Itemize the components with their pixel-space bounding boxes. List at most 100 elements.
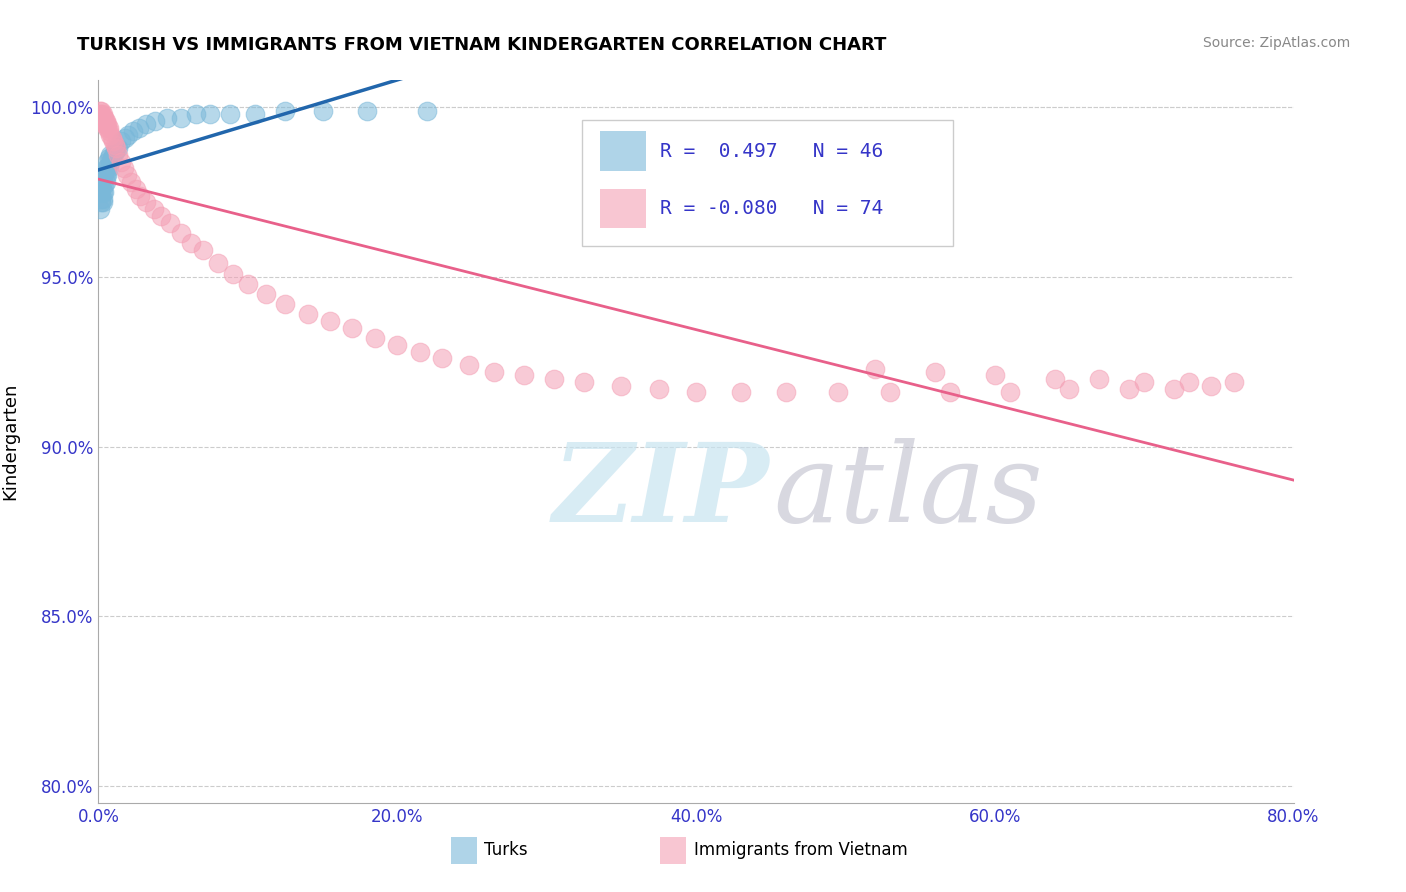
Point: [90, 111, 112, 125]
Point: [117, 128, 139, 142]
Point: [200, 107, 222, 121]
Point: [222, 267, 245, 281]
Point: [115, 168, 138, 182]
Point: [364, 331, 387, 345]
Point: [125, 182, 148, 196]
Point: [180, 236, 202, 251]
Point: [319, 314, 342, 328]
Text: ZIP: ZIP: [553, 438, 769, 546]
Point: [91, 185, 114, 199]
Point: [91, 168, 114, 182]
Point: [104, 145, 127, 159]
Point: [101, 131, 124, 145]
Point: [93, 111, 115, 125]
Point: [939, 385, 962, 400]
Point: [93, 178, 115, 193]
Point: [1088, 372, 1111, 386]
Point: [96, 154, 118, 169]
Point: [297, 307, 319, 321]
Point: [97, 124, 120, 138]
Point: [98, 154, 122, 169]
Point: [236, 277, 259, 291]
Point: [98, 128, 122, 142]
Point: [572, 375, 595, 389]
Point: [93, 185, 115, 199]
Point: [94, 168, 117, 182]
Point: [103, 148, 125, 162]
Point: [1178, 375, 1201, 389]
Point: [143, 114, 166, 128]
Bar: [661, 837, 686, 864]
Point: [91, 107, 114, 121]
FancyBboxPatch shape: [582, 120, 953, 246]
Point: [156, 111, 179, 125]
Point: [408, 344, 430, 359]
Point: [89, 107, 111, 121]
Point: [90, 195, 112, 210]
Point: [984, 368, 1007, 383]
Point: [150, 209, 173, 223]
Point: [89, 103, 111, 118]
Point: [169, 226, 191, 240]
Point: [1059, 382, 1081, 396]
Point: [105, 141, 128, 155]
Point: [311, 103, 333, 118]
Point: [184, 107, 207, 121]
Point: [97, 151, 120, 165]
Point: [89, 202, 111, 217]
Point: [274, 297, 297, 311]
Text: Immigrants from Vietnam: Immigrants from Vietnam: [693, 841, 907, 859]
Point: [112, 161, 135, 176]
Point: [114, 131, 136, 145]
Point: [207, 256, 229, 270]
Point: [128, 120, 150, 135]
Point: [385, 338, 409, 352]
Point: [101, 151, 124, 165]
Bar: [451, 837, 477, 864]
Point: [110, 134, 132, 148]
Point: [90, 185, 112, 199]
Bar: [600, 188, 645, 228]
Text: R = -0.080   N = 74: R = -0.080 N = 74: [661, 199, 883, 218]
Point: [1201, 378, 1223, 392]
Point: [94, 161, 117, 176]
Point: [245, 107, 267, 121]
Point: [219, 107, 242, 121]
Point: [430, 351, 453, 366]
Point: [827, 385, 849, 400]
Point: [90, 103, 112, 118]
Point: [93, 168, 115, 182]
Point: [1223, 375, 1246, 389]
Point: [94, 175, 117, 189]
Text: atlas: atlas: [773, 438, 1043, 546]
Point: [129, 188, 152, 202]
Point: [90, 192, 112, 206]
Point: [159, 216, 181, 230]
Point: [94, 117, 117, 131]
Point: [96, 161, 118, 176]
Point: [94, 114, 117, 128]
Point: [610, 378, 633, 392]
Point: [1043, 372, 1066, 386]
Point: [97, 161, 120, 176]
Point: [93, 111, 115, 125]
Point: [342, 321, 364, 335]
Point: [98, 148, 122, 162]
Point: [121, 124, 143, 138]
Point: [254, 287, 277, 301]
Point: [1118, 382, 1140, 396]
Point: [513, 368, 536, 383]
Point: [135, 195, 157, 210]
Point: [91, 111, 114, 125]
Point: [1133, 375, 1156, 389]
Point: [104, 137, 127, 152]
Point: [93, 117, 115, 131]
Point: [998, 385, 1021, 400]
Point: [110, 154, 132, 169]
Point: [543, 372, 565, 386]
Point: [91, 195, 114, 210]
Point: [89, 185, 111, 199]
Point: [865, 361, 887, 376]
Point: [685, 385, 707, 400]
Point: [1163, 382, 1185, 396]
